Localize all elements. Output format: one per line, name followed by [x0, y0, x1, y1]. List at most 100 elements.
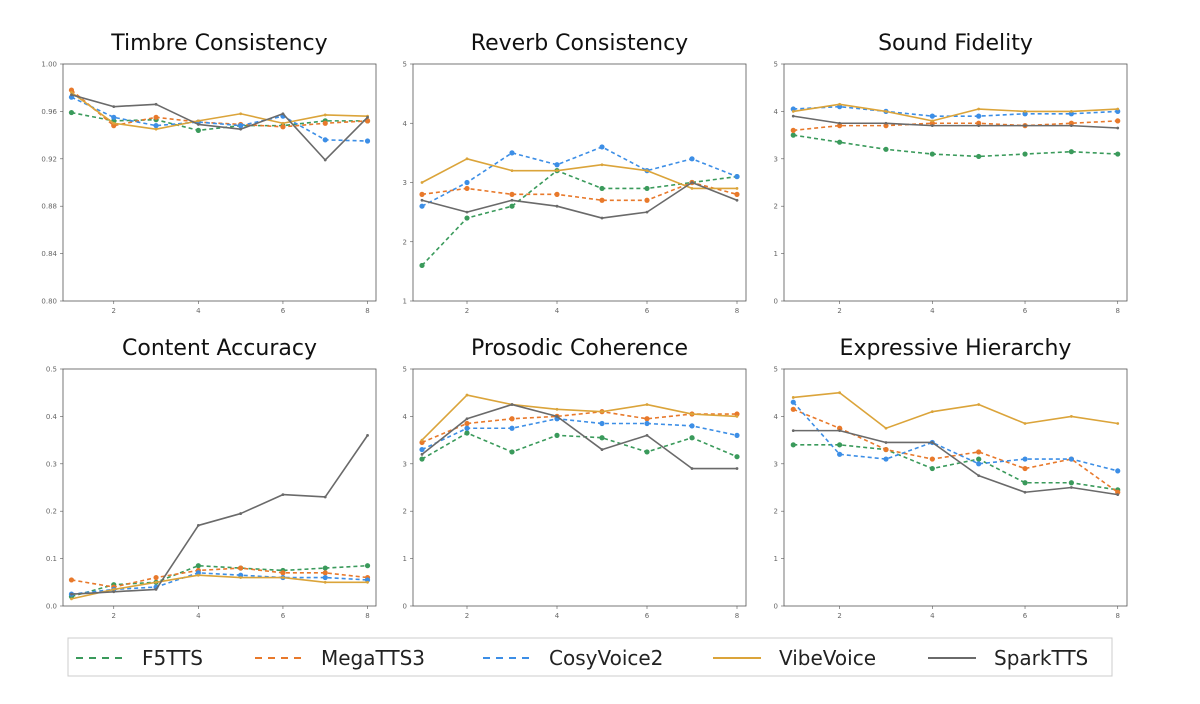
- data-point-sparktts: [690, 467, 694, 470]
- data-point-megatts3: [837, 425, 843, 431]
- data-point-cosyvoice2: [883, 456, 889, 462]
- data-point-sparktts: [196, 524, 200, 527]
- series-line-f5tts: [793, 134, 1118, 158]
- x-tick-label: 8: [1115, 307, 1119, 315]
- data-point-vibevoice: [366, 580, 369, 584]
- data-point-vibevoice: [70, 597, 73, 601]
- panel-prosodic-coherence: Prosodic Coherence 0 1 2 3 4 5 2 4 6 8: [403, 336, 747, 620]
- data-point-sparktts: [465, 417, 469, 421]
- data-point-megatts3: [464, 420, 470, 427]
- data-point-sparktts: [70, 93, 73, 97]
- data-point-vibevoice: [239, 576, 243, 579]
- data-point-vibevoice: [735, 187, 739, 190]
- x-tick-label: 6: [1023, 612, 1028, 620]
- legend-label-vibevoice: VibeVoice: [779, 646, 876, 670]
- y-tick-label: 0.1: [46, 555, 57, 563]
- legend-label-sparktts: SparkTTS: [994, 646, 1088, 670]
- data-point-vibevoice: [465, 157, 469, 161]
- y-tick-label: 5: [774, 61, 778, 69]
- data-point-sparktts: [791, 429, 795, 433]
- x-tick-label: 8: [735, 612, 739, 620]
- x-tick-label: 6: [281, 307, 286, 315]
- data-point-f5tts: [195, 127, 201, 133]
- x-tick-label: 4: [930, 612, 935, 620]
- data-point-sparktts: [366, 433, 369, 437]
- data-point-megatts3: [153, 114, 159, 120]
- data-point-vibevoice: [196, 119, 200, 123]
- x-tick-label: 2: [465, 612, 469, 620]
- series-line-vibevoice: [421, 394, 738, 441]
- data-point-sparktts: [600, 448, 604, 451]
- series-line-vibevoice: [70, 91, 368, 130]
- data-point-cosyvoice2: [238, 123, 244, 129]
- data-point-vibevoice: [1023, 110, 1027, 113]
- y-tick-label: 2: [774, 508, 778, 516]
- data-point-sparktts: [196, 123, 200, 126]
- data-point-f5tts: [1068, 480, 1074, 486]
- data-point-vibevoice: [196, 573, 200, 577]
- data-point-f5tts: [419, 262, 425, 269]
- data-point-f5tts: [976, 456, 982, 462]
- data-point-sparktts: [323, 495, 327, 499]
- y-tick-label: 2: [774, 203, 778, 211]
- y-tick-label: 0.84: [41, 250, 57, 258]
- data-point-vibevoice: [555, 407, 559, 411]
- data-point-vibevoice: [239, 112, 243, 116]
- y-tick-label: 0.92: [41, 155, 57, 163]
- x-tick-label: 8: [1115, 612, 1119, 620]
- y-tick-label: 0: [774, 603, 778, 611]
- y-tick-label: 5: [403, 61, 407, 69]
- data-point-megatts3: [1115, 118, 1121, 124]
- data-point-megatts3: [1022, 465, 1028, 472]
- data-point-megatts3: [976, 120, 982, 126]
- data-point-megatts3: [734, 411, 740, 417]
- series-line-megatts3: [421, 181, 738, 202]
- panel-sound-fidelity: Sound Fidelity 0 1 2 3 4 5 2 4 6 8: [774, 31, 1128, 315]
- data-point-vibevoice: [323, 113, 327, 117]
- data-point-f5tts: [364, 563, 371, 569]
- data-point-vibevoice: [510, 169, 514, 173]
- data-point-sparktts: [1023, 124, 1027, 128]
- data-point-cosyvoice2: [837, 451, 843, 457]
- data-point-vibevoice: [465, 393, 469, 397]
- data-point-cosyvoice2: [111, 114, 117, 120]
- series-line-sparktts: [421, 181, 738, 219]
- panel-title: Reverb Consistency: [471, 31, 688, 56]
- series-line-f5tts: [71, 564, 368, 598]
- data-point-sparktts: [70, 592, 73, 596]
- data-point-cosyvoice2: [790, 106, 796, 112]
- x-tick-label: 4: [930, 307, 935, 315]
- data-point-vibevoice: [112, 588, 116, 591]
- series-line-megatts3: [793, 120, 1118, 132]
- data-point-sparktts: [1116, 493, 1120, 497]
- series-line-cosyvoice2: [793, 105, 1118, 117]
- data-point-f5tts: [554, 432, 560, 438]
- series-line-cosyvoice2: [421, 417, 738, 451]
- y-tick-label: 5: [774, 366, 778, 374]
- y-tick-label: 1.00: [41, 61, 57, 69]
- data-point-sparktts: [510, 198, 514, 202]
- y-tick-label: 3: [403, 179, 407, 187]
- legend-frame: [67, 637, 1113, 677]
- data-point-cosyvoice2: [238, 572, 244, 578]
- y-tick-label: 0: [774, 298, 778, 306]
- data-point-vibevoice: [1116, 422, 1120, 425]
- data-point-vibevoice: [1069, 110, 1073, 113]
- data-point-sparktts: [1069, 124, 1073, 128]
- y-tick-label: 0.0: [46, 603, 57, 611]
- x-tick-label: 2: [112, 612, 116, 620]
- series-line-f5tts: [421, 432, 738, 460]
- series-line-vibevoice: [71, 574, 368, 600]
- data-point-megatts3: [1115, 489, 1121, 495]
- data-point-vibevoice: [838, 391, 842, 395]
- data-point-megatts3: [280, 570, 286, 576]
- data-point-vibevoice: [281, 576, 285, 579]
- data-point-sparktts: [420, 452, 424, 456]
- data-point-sparktts: [645, 210, 649, 214]
- data-point-cosyvoice2: [976, 461, 982, 467]
- legend: F5TTS MegaTTS3 CosyVoice2 VibeVoice SparkTTS: [67, 637, 1113, 677]
- data-point-vibevoice: [645, 403, 649, 406]
- data-point-vibevoice: [154, 580, 158, 584]
- x-tick-label: 6: [281, 612, 286, 620]
- data-point-cosyvoice2: [734, 432, 740, 438]
